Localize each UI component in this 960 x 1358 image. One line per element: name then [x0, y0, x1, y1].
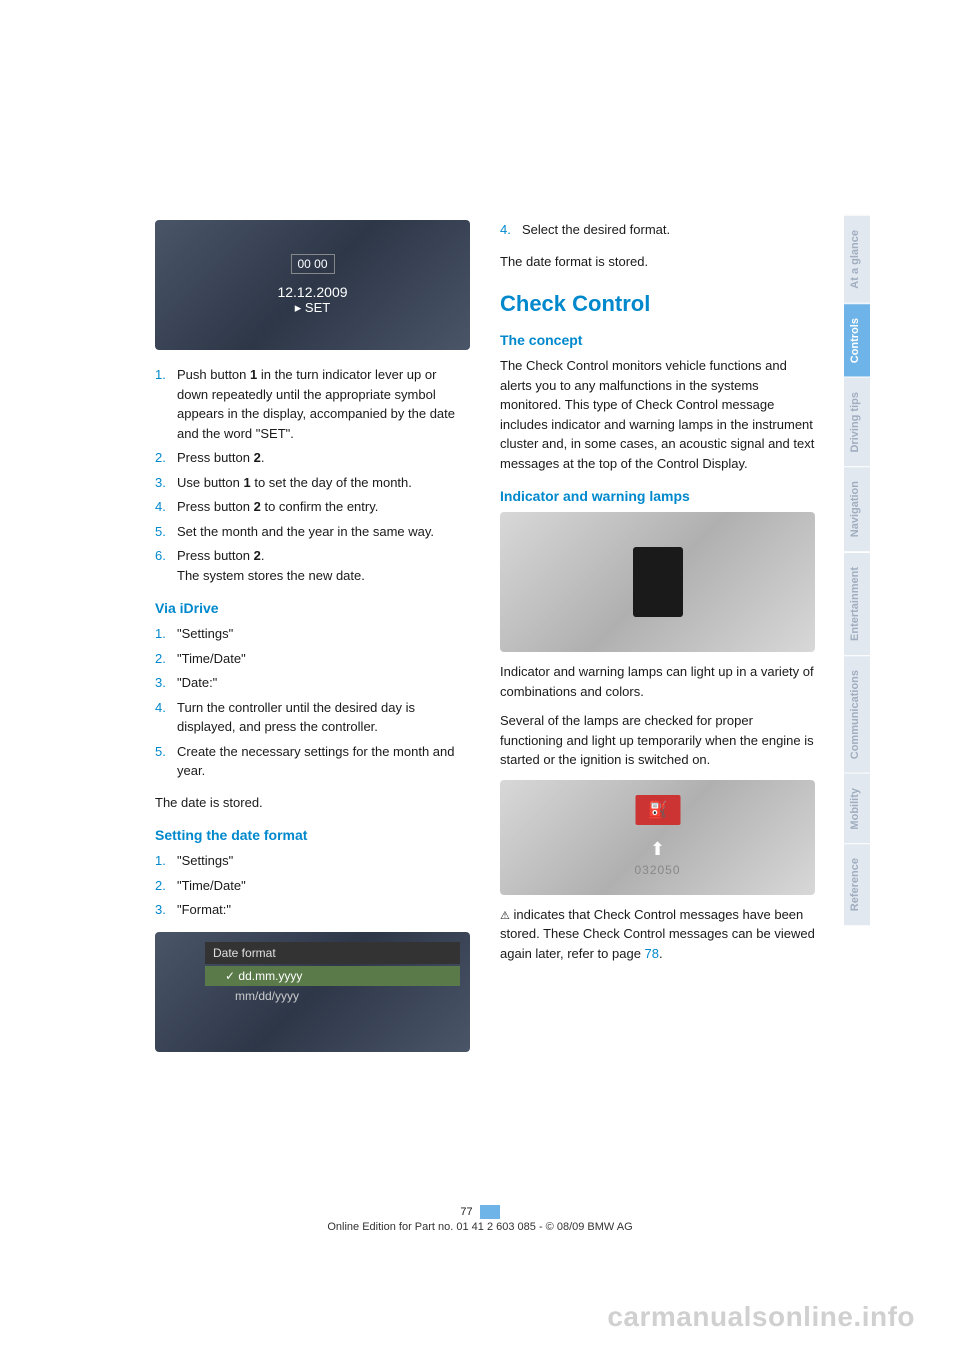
- figure-instrument-cluster: [500, 512, 815, 652]
- list-number: 6.: [155, 546, 177, 585]
- paragraph-concept: The Check Control monitors vehicle funct…: [500, 356, 815, 473]
- list-item: 3."Format:": [155, 900, 470, 920]
- paragraph-format-stored: The date format is stored.: [500, 252, 815, 272]
- paragraph-indicator-1: Indicator and warning lamps can light up…: [500, 662, 815, 701]
- idrive-option: mm/dd/yyyy: [205, 986, 460, 1006]
- arrow-indicator-icon: ⬆: [650, 839, 665, 860]
- list-item: 3. Use button 1 to set the day of the mo…: [155, 473, 470, 493]
- tab-entertainment[interactable]: Entertainment: [844, 552, 870, 655]
- tab-driving-tips[interactable]: Driving tips: [844, 377, 870, 467]
- side-tabs: At a glance Controls Driving tips Naviga…: [844, 215, 870, 926]
- paragraph-date-stored: The date is stored.: [155, 793, 470, 813]
- list-item: 3."Date:": [155, 673, 470, 693]
- list-text: Push button 1 in the turn indicator leve…: [177, 365, 470, 443]
- list-item: 4.Select the desired format.: [500, 220, 815, 240]
- tab-controls[interactable]: Controls: [844, 303, 870, 377]
- cluster-set-row: ▸ SET: [277, 300, 347, 316]
- idrive-title: Date format: [205, 942, 460, 964]
- footer-copyright: Online Edition for Part no. 01 41 2 603 …: [0, 1221, 960, 1233]
- list-number: 2.: [155, 448, 177, 468]
- list-via-idrive: 1."Settings" 2."Time/Date" 3."Date:" 4.T…: [155, 624, 470, 781]
- figure-idrive-date-format: Date format ✓ dd.mm.yyyy mm/dd/yyyy: [155, 932, 470, 1052]
- tab-communications[interactable]: Communications: [844, 655, 870, 773]
- list-text: Press button 2 to confirm the entry.: [177, 497, 470, 517]
- cluster-display-content: 00 00 12.12.2009 ▸ SET: [277, 254, 347, 316]
- list-text: Set the month and the year in the same w…: [177, 522, 470, 542]
- list-item: 2. Press button 2.: [155, 448, 470, 468]
- list-item: 1."Settings": [155, 624, 470, 644]
- list-text: Press button 2.: [177, 448, 470, 468]
- content-area: 00 00 12.12.2009 ▸ SET 1. Push button 1 …: [155, 220, 815, 1062]
- list-number: 1.: [155, 365, 177, 443]
- page-number-active-marker: [480, 1205, 500, 1219]
- cluster-time-row: 00 00: [290, 254, 334, 274]
- warning-triangle-icon: ⚠: [500, 908, 510, 925]
- idrive-screen: Date format ✓ dd.mm.yyyy mm/dd/yyyy: [205, 942, 460, 1006]
- page-footer: 77 Online Edition for Part no. 01 41 2 6…: [0, 1205, 960, 1233]
- list-item: 1."Settings": [155, 851, 470, 871]
- right-column: 4.Select the desired format. The date fo…: [500, 220, 815, 1062]
- list-item: 2."Time/Date": [155, 876, 470, 896]
- list-item: 4.Turn the controller until the desired …: [155, 698, 470, 737]
- page-number-row: 77: [0, 1205, 960, 1221]
- heading-via-idrive: Via iDrive: [155, 600, 470, 616]
- list-set-date-lever: 1. Push button 1 in the turn indicator l…: [155, 365, 470, 585]
- list-number: 5.: [155, 522, 177, 542]
- tab-mobility[interactable]: Mobility: [844, 773, 870, 844]
- tab-reference[interactable]: Reference: [844, 843, 870, 925]
- list-item: 6. Press button 2.The system stores the …: [155, 546, 470, 585]
- list-select-format: 4.Select the desired format.: [500, 220, 815, 240]
- cluster-date-row: 12.12.2009: [277, 284, 347, 300]
- list-item: 1. Push button 1 in the turn indicator l…: [155, 365, 470, 443]
- tab-navigation[interactable]: Navigation: [844, 466, 870, 551]
- figure-cluster-set-date: 00 00 12.12.2009 ▸ SET: [155, 220, 470, 350]
- page-container: 00 00 12.12.2009 ▸ SET 1. Push button 1 …: [0, 0, 960, 1358]
- list-item: 4. Press button 2 to confirm the entry.: [155, 497, 470, 517]
- heading-check-control: Check Control: [500, 291, 815, 317]
- figure-oil-warning: ⛽ 032050 ⬆: [500, 780, 815, 895]
- heading-indicator-lamps: Indicator and warning lamps: [500, 488, 815, 504]
- list-item: 2."Time/Date": [155, 649, 470, 669]
- list-number: 3.: [155, 473, 177, 493]
- heading-the-concept: The concept: [500, 332, 815, 348]
- heading-date-format: Setting the date format: [155, 827, 470, 843]
- list-item: 5. Set the month and the year in the sam…: [155, 522, 470, 542]
- tab-at-a-glance[interactable]: At a glance: [844, 215, 870, 303]
- list-text: Use button 1 to set the day of the month…: [177, 473, 470, 493]
- cluster-center-display: [633, 547, 683, 617]
- list-text: Press button 2.The system stores the new…: [177, 546, 470, 585]
- list-date-format: 1."Settings" 2."Time/Date" 3."Format:": [155, 851, 470, 920]
- left-column: 00 00 12.12.2009 ▸ SET 1. Push button 1 …: [155, 220, 470, 1062]
- odometer-display: 032050: [634, 863, 680, 877]
- oil-warning-icon: ⛽: [635, 795, 680, 825]
- list-number: 4.: [155, 497, 177, 517]
- watermark: carmanualsonline.info: [607, 1301, 915, 1333]
- list-item: 5.Create the necessary settings for the …: [155, 742, 470, 781]
- paragraph-indicator-2: Several of the lamps are checked for pro…: [500, 711, 815, 770]
- page-reference-link[interactable]: 78: [645, 946, 659, 961]
- idrive-option-selected: ✓ dd.mm.yyyy: [205, 966, 460, 986]
- page-number: 77: [460, 1206, 472, 1218]
- paragraph-check-control-stored: ⚠ indicates that Check Control messages …: [500, 905, 815, 964]
